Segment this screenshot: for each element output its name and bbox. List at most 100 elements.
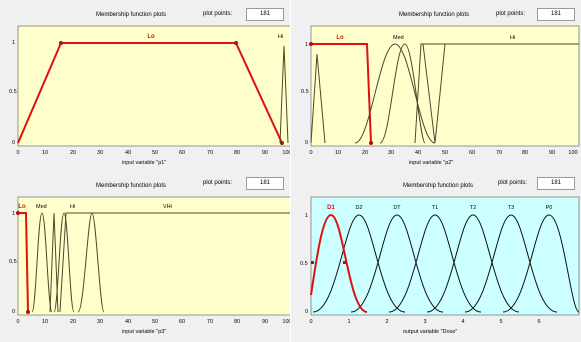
mf-label-lo: Lo: [147, 34, 155, 40]
plot-points-label: plot points:: [496, 11, 526, 17]
ytick-label: 0.5: [300, 261, 308, 267]
mf-label-d2: D2: [355, 205, 362, 211]
mf-vertex-point: [309, 42, 313, 46]
mf-curve-t1: [388, 214, 482, 313]
plot-points-input[interactable]: 181: [246, 177, 284, 190]
xtick-label: 50: [442, 150, 448, 156]
plot-points-input[interactable]: 181: [537, 177, 575, 190]
ytick-label: 1: [12, 211, 15, 217]
panel-p2: Membership function plots plot points: 1…: [291, 0, 581, 171]
xtick-label: 30: [97, 150, 103, 156]
mf-label-d1: D1: [327, 205, 335, 211]
xtick-label: 100: [568, 150, 577, 156]
mf-label-vhi: VHi: [163, 204, 172, 210]
membership-plot-p2[interactable]: 1 0.5 0 Lo Med Hi 0 10 20 30 40 50 60 70…: [295, 24, 580, 160]
axis-label: input variable "p3": [122, 329, 167, 335]
mf-curve-t2: [426, 214, 520, 313]
xtick-label: 20: [362, 150, 368, 156]
plot-points-label: plot points:: [203, 180, 233, 186]
xtick-label: 20: [70, 319, 76, 325]
xtick-label: 70: [207, 319, 213, 325]
ytick-label: 0: [305, 140, 308, 146]
mf-vertex-point: [369, 141, 373, 145]
xtick-label: 50: [152, 150, 158, 156]
mf-label-p0: P0: [546, 205, 553, 211]
mf-curve-hi-2: [59, 212, 290, 313]
xtick-label: 1: [347, 319, 350, 325]
mf-curve-t3: [464, 214, 558, 313]
mf-label-lo: Lo: [336, 35, 344, 41]
xtick-label: 0: [16, 150, 19, 156]
mf-curve-med-2: [49, 212, 59, 313]
panel-p3: Membership function plots plot points: 1…: [0, 171, 290, 342]
mf-label-hi: Hi: [70, 204, 75, 210]
mf-vertex-point: [311, 261, 314, 264]
mf-curve-med: [31, 212, 53, 313]
panel-dose: Membership function plots plot points: 1…: [291, 171, 581, 342]
xtick-label: 50: [152, 319, 158, 325]
mf-curve-lo: [311, 43, 372, 144]
xtick-label: 90: [549, 150, 555, 156]
ytick-label: 1: [12, 40, 15, 46]
mf-label-lo: Lo: [18, 204, 26, 210]
ytick-label: 0.5: [301, 89, 309, 95]
mf-label-t1: T1: [432, 205, 438, 211]
ytick-label: 1: [305, 42, 308, 48]
mf-curve-vhi: [77, 212, 105, 313]
xtick-label: 90: [262, 150, 268, 156]
mf-vertex-point: [16, 211, 20, 215]
xtick-label: 20: [70, 150, 76, 156]
mf-label-med: Med: [36, 204, 47, 210]
xtick-label: 80: [234, 319, 240, 325]
mf-curve-dt: [350, 214, 444, 313]
mf-curve-extra: [310, 53, 326, 144]
mf-label-t2: T2: [470, 205, 476, 211]
ytick-label: 0.5: [9, 259, 17, 265]
xtick-label: 80: [234, 150, 240, 156]
plot-points-label: plot points:: [498, 180, 528, 186]
xtick-label: 3: [423, 319, 426, 325]
xtick-label: 10: [42, 150, 48, 156]
mf-curve-hi-2: [422, 43, 446, 144]
xtick-label: 30: [388, 150, 394, 156]
xtick-label: 60: [179, 319, 185, 325]
mf-curve-p0: [502, 214, 580, 313]
xtick-label: 60: [179, 150, 185, 156]
mf-vertex-point: [26, 310, 30, 314]
xtick-label: 60: [469, 150, 475, 156]
ytick-label: 0.5: [9, 89, 17, 95]
xtick-label: 10: [335, 150, 341, 156]
mf-curve-hi: [414, 43, 579, 144]
mf-curve-lo: [17, 42, 283, 144]
xtick-label: 70: [496, 150, 502, 156]
xtick-label: 0: [16, 319, 19, 325]
xtick-label: 6: [537, 319, 540, 325]
xtick-label: 0: [309, 150, 312, 156]
mf-vertex-point: [343, 261, 346, 264]
mf-curve-hi: [279, 45, 289, 144]
plot-points-input[interactable]: 181: [537, 8, 575, 21]
mf-curve-med-2: [379, 43, 426, 144]
mf-curve-hi: [53, 212, 75, 313]
mf-vertex-point: [234, 41, 238, 45]
panel-title: Membership function plots: [403, 183, 474, 189]
mf-curve-med: [354, 43, 436, 144]
axis-label: output variable "Dose": [403, 329, 458, 335]
membership-plot-p1[interactable]: 1 0.5 0 Lo Hi 0 10 20 30 40 50 60 70 80 …: [8, 24, 290, 160]
xtick-label: 10: [42, 319, 48, 325]
panel-title: Membership function plots: [96, 183, 167, 189]
membership-plot-dose[interactable]: 1 0.5 0 D1 D2 DT T1 T2 T3 P0 0 1 2 3 4 5…: [297, 195, 580, 331]
mf-curve-d1: [310, 213, 368, 313]
xtick-label: 80: [522, 150, 528, 156]
xtick-label: 70: [207, 150, 213, 156]
ytick-label: 0: [12, 140, 15, 146]
xtick-label: 2: [385, 319, 388, 325]
xtick-label: 5: [499, 319, 502, 325]
panel-title: Membership function plots: [96, 12, 167, 18]
membership-plot-p3[interactable]: 1 0.5 0 Lo Med Hi VHi 0 10 20 30 40 50 6…: [8, 195, 290, 331]
plot-points-input[interactable]: 181: [246, 8, 284, 21]
mf-curve-d2: [312, 214, 406, 313]
mf-vertex-point: [280, 141, 284, 145]
xtick-label: 40: [125, 150, 131, 156]
xtick-label: 90: [262, 319, 268, 325]
